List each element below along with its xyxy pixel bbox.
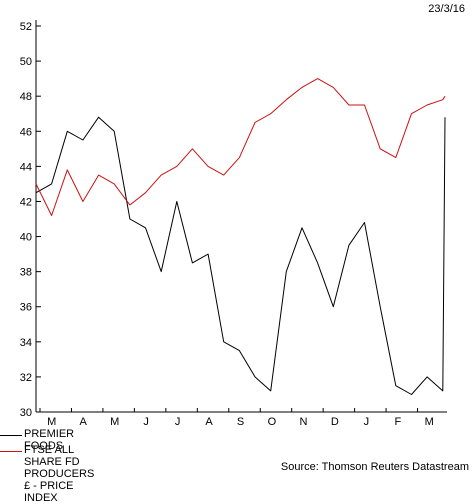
y-tick-label: 36 — [20, 302, 32, 314]
y-tick-label: 42 — [20, 196, 32, 208]
y-tick-label: 38 — [20, 267, 32, 279]
source-note: Source: Thomson Reuters Datastream — [280, 461, 469, 473]
y-tick-label: 52 — [20, 21, 32, 33]
series-line-ftse-food-producers — [35, 78, 446, 216]
line-chart: 30 32 34 36 38 40 42 44 46 48 50 52 M A M J J A S O N D J F M — [20, 20, 447, 428]
y-tick-label: 34 — [20, 337, 32, 349]
series-line-premier-foods — [35, 116, 446, 395]
y-tick-label: 32 — [20, 372, 32, 384]
x-tick-label: M — [110, 416, 119, 428]
x-tick-label: M — [425, 416, 434, 428]
legend-label: PREMIER FOODS — [24, 428, 75, 452]
x-tick-label: S — [237, 416, 244, 428]
x-tick-label: N — [299, 416, 307, 428]
x-tick-label: A — [205, 416, 213, 428]
y-tick-label: 40 — [20, 232, 32, 244]
y-tick-label: 30 — [20, 407, 32, 419]
chart-figure: 23/3/16 30 32 34 36 38 40 42 44 46 48 50 52 M A M J J A S O… — [0, 3, 469, 504]
legend-swatch-premier-foods — [0, 435, 22, 436]
x-tick-label: J — [175, 416, 181, 428]
x-tick-label: D — [331, 416, 339, 428]
x-tick-label: A — [80, 416, 88, 428]
y-tick-label: 44 — [20, 161, 32, 173]
y-tick-label: 46 — [20, 126, 32, 138]
date-stamp: 23/3/16 — [428, 3, 465, 15]
x-tick-label: O — [268, 416, 277, 428]
x-tick-label: F — [394, 416, 401, 428]
x-tick-label: J — [364, 416, 370, 428]
x-tick-label: J — [143, 416, 149, 428]
legend-label: FTSE ALL SHARE FD PRODUCERS £ - PRICE IN… — [24, 444, 95, 504]
x-tick-label: M — [47, 416, 56, 428]
y-tick-label: 50 — [20, 56, 32, 68]
y-tick-label: 48 — [20, 91, 32, 103]
legend-swatch-ftse-food-producers — [0, 451, 22, 452]
